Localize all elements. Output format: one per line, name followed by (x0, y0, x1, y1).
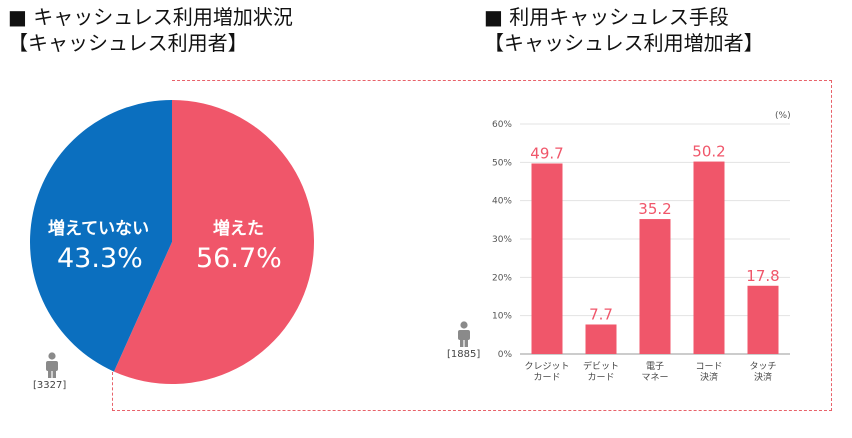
bar-2 (639, 219, 671, 354)
category-label: カード (533, 372, 560, 383)
bar-3 (693, 161, 725, 354)
y-tick-label: 40% (492, 197, 512, 207)
category-label: マネー (641, 372, 668, 383)
bar-1 (585, 324, 617, 354)
bar-value-label: 7.7 (589, 305, 613, 323)
bar-value-label: 49.7 (530, 144, 563, 162)
y-tick-label: 50% (492, 158, 512, 168)
bar-data-labels: 49.7 7.7 35.2 50.2 17.8 (530, 143, 779, 324)
y-tick-label: 10% (492, 312, 512, 322)
pie-label-increased: 増えた (213, 218, 264, 239)
callout-dash-left (112, 372, 113, 411)
category-label: デビット (583, 360, 619, 372)
callout-dash-box (112, 80, 832, 411)
right-title-line1: ■ 利用キャッシュレス手段 (484, 5, 729, 29)
right-sample-count: [1885] (447, 349, 481, 360)
callout-dash-top (172, 80, 832, 81)
bar-value-label: 35.2 (638, 200, 671, 218)
pie-slices (30, 100, 315, 384)
y-tick-label: 60% (492, 120, 512, 130)
y-tick-label: 20% (492, 273, 512, 283)
left-title-line1: ■ キャッシュレス利用増加状況 (8, 5, 293, 29)
right-title-line2: 【キャッシュレス利用増加者】 (484, 31, 764, 55)
left-title-line2: 【キャッシュレス利用者】 (8, 31, 248, 55)
pie-slice-0 (113, 100, 315, 384)
bar-4 (747, 285, 779, 354)
bar-unit-label: (%) (775, 111, 791, 121)
category-label: クレジット (524, 361, 569, 372)
bar-0 (531, 163, 563, 354)
category-label: カード (587, 372, 614, 383)
category-label: 電子 (646, 361, 664, 372)
bar-value-label: 17.8 (746, 267, 779, 285)
left-sample-count: [3327] (33, 380, 67, 391)
left-chart-title: ■ キャッシュレス利用増加状況 【キャッシュレス利用者】 (8, 4, 293, 56)
bar-y-ticks: 0% 10% 20% 30% 40% 50% 60% (492, 120, 512, 360)
person-icon (46, 352, 58, 378)
bar-bars (531, 161, 779, 354)
person-icon (458, 321, 470, 347)
pie-slice-1 (30, 100, 172, 372)
pie-label-not-increased: 増えていない (48, 218, 149, 239)
right-chart-title: ■ 利用キャッシュレス手段 【キャッシュレス利用増加者】 (484, 4, 764, 56)
category-label: コード (695, 362, 722, 372)
category-label: 決済 (754, 371, 772, 383)
pie-value-increased: 56.7% (196, 243, 282, 274)
pie-value-not-increased: 43.3% (57, 243, 143, 274)
y-tick-label: 30% (492, 235, 512, 245)
bar-value-label: 50.2 (692, 143, 725, 161)
category-label: タッチ (749, 361, 776, 372)
category-label: 決済 (700, 371, 718, 383)
y-tick-label: 0% (498, 350, 513, 360)
